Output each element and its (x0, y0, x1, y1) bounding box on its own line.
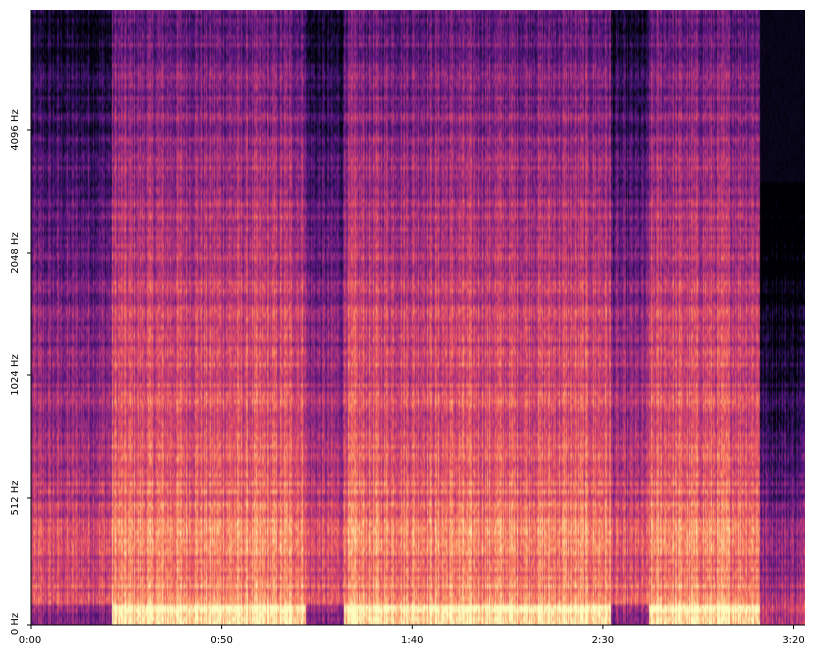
y-tick-label: 512 Hz (10, 480, 21, 515)
x-tick-label: 0:50 (210, 635, 232, 646)
y-axis-ticks: 0 Hz 512 Hz 1024 Hz 2048 Hz 4096 Hz (10, 109, 31, 635)
spectrogram-plot-area (31, 10, 805, 625)
y-tick-label: 4096 Hz (10, 109, 21, 150)
x-tick-label: 0:00 (19, 635, 41, 646)
y-tick-label: 2048 Hz (10, 232, 21, 273)
y-tick-label: 1024 Hz (10, 354, 21, 395)
x-tick-label: 2:30 (592, 635, 614, 646)
x-tick-label: 1:40 (401, 635, 423, 646)
y-tick-label: 0 Hz (10, 613, 21, 635)
x-axis-ticks: 0:00 0:50 1:40 2:30 3:20 (19, 625, 805, 646)
x-tick-label: 3:20 (782, 635, 804, 646)
spectrogram-image (31, 10, 805, 625)
axes (30, 10, 805, 626)
